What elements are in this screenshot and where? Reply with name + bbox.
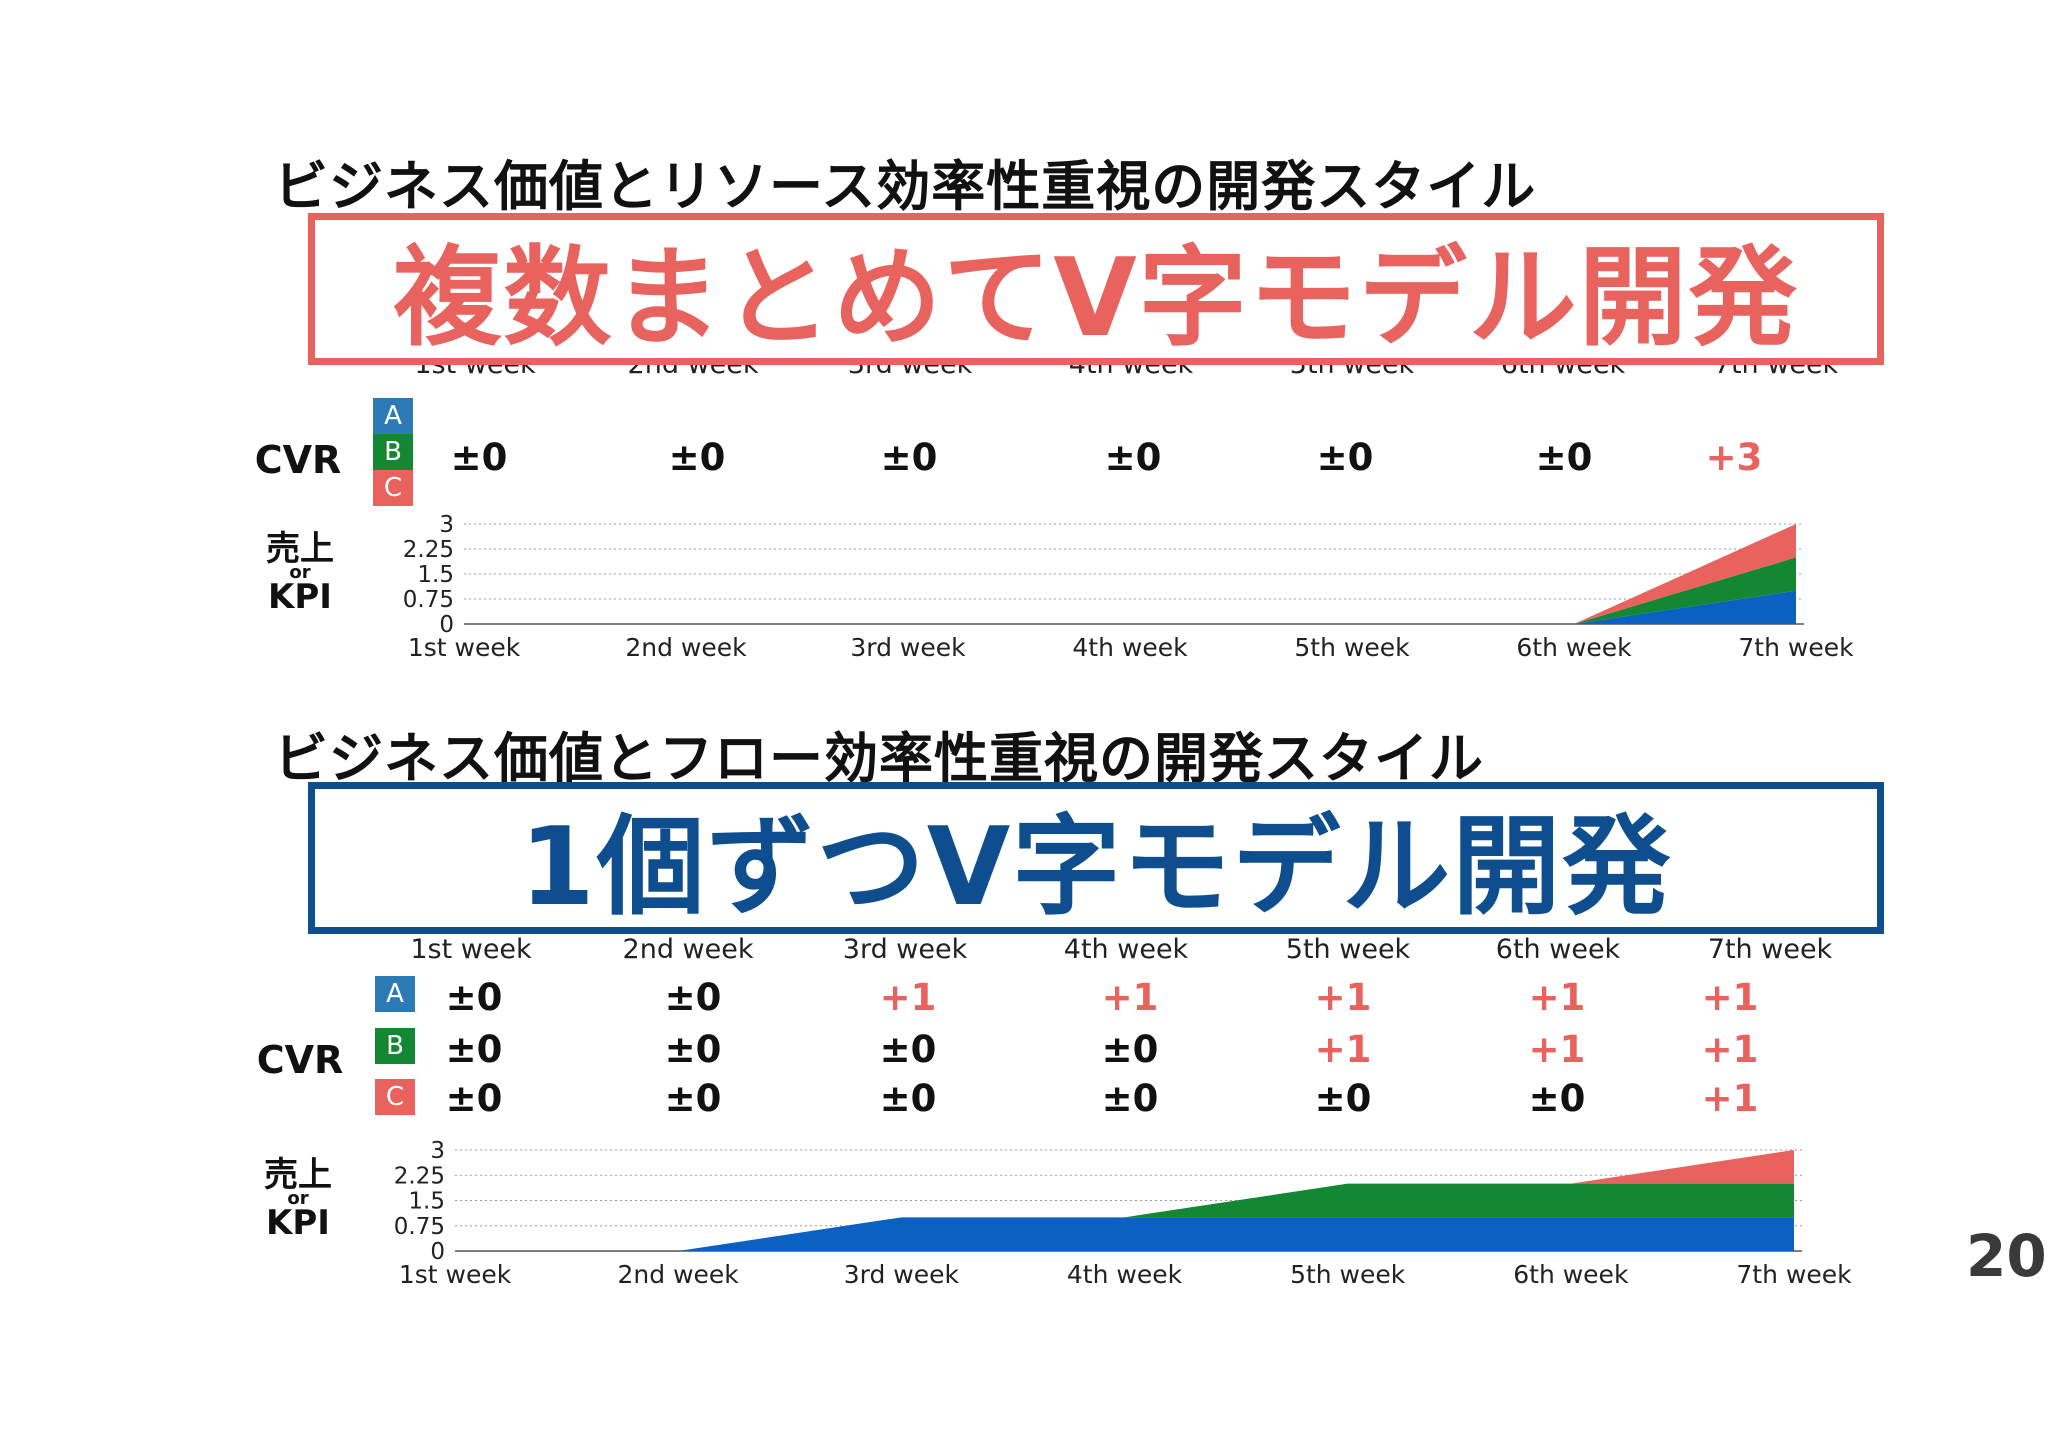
kpi-line1: 売上 <box>264 1155 332 1195</box>
x-tick-label: 4th week <box>1067 1260 1183 1289</box>
week-label: 2nd week <box>628 365 759 380</box>
y-tick-label: 0 <box>430 1239 445 1265</box>
week-label: 5th week <box>1290 365 1414 380</box>
section1-badge-c: C <box>373 470 413 506</box>
section1-cvr-value: ±0 <box>668 436 726 479</box>
section2-cvr-value: ±0 <box>879 1077 937 1120</box>
section2-cvr-label: CVR <box>256 1038 344 1082</box>
x-tick-label: 6th week <box>1516 633 1632 662</box>
week-label: 7th week <box>1714 365 1838 380</box>
x-tick-label: 2nd week <box>625 633 747 662</box>
section2-cvr-value: ±0 <box>664 1028 722 1071</box>
x-tick-label: 5th week <box>1294 633 1410 662</box>
section2-cvr-value: ±0 <box>879 1028 937 1071</box>
section2-badge-a: A <box>375 976 415 1012</box>
section2-kpi-label: 売上 or KPI <box>238 1158 358 1240</box>
week-label: 2nd week <box>622 934 754 965</box>
week-label: 7th week <box>1707 934 1833 965</box>
series-area-b <box>455 1183 1794 1251</box>
section2-cvr-value: ±0 <box>1101 1077 1159 1120</box>
section1-cvr-label: CVR <box>254 438 342 482</box>
y-tick-label: 1.5 <box>417 562 454 588</box>
section2-cvr-value: +1 <box>1528 1028 1586 1071</box>
y-tick-label: 1.5 <box>408 1189 445 1215</box>
section1-badge-a: A <box>373 398 413 434</box>
y-tick-label: 0.75 <box>403 587 454 613</box>
section1-banner: 複数まとめてV字モデル開発 <box>308 213 1884 365</box>
section2-cvr-value: ±0 <box>1314 1077 1372 1120</box>
x-tick-label: 7th week <box>1738 633 1854 662</box>
week-label: 1st week <box>414 365 535 380</box>
section1-cvr-value: ±0 <box>1104 436 1162 479</box>
section2-badge-c: C <box>375 1079 415 1115</box>
kpi-line2: or <box>289 562 311 583</box>
section1-cvr-value: ±0 <box>880 436 938 479</box>
section2-cvr-value: ±0 <box>664 1077 722 1120</box>
x-tick-label: 2nd week <box>618 1260 740 1289</box>
section2-cvr-value: +1 <box>1701 1077 1759 1120</box>
week-label: 1st week <box>410 934 532 965</box>
section2-cvr-value: ±0 <box>445 1077 503 1120</box>
week-label: 5th week <box>1285 934 1411 965</box>
week-label: 4th week <box>1069 365 1193 380</box>
x-tick-label: 6th week <box>1513 1260 1629 1289</box>
section2-title: ビジネス価値とフロー効率性重視の開発スタイル <box>274 727 1484 790</box>
x-tick-label: 5th week <box>1290 1260 1406 1289</box>
section1-cvr-value: +3 <box>1705 436 1763 479</box>
section2-banner-text: 1個ずつV字モデル開発 <box>519 805 1673 930</box>
section2-cvr-value: ±0 <box>445 976 503 1019</box>
y-tick-label: 0 <box>439 612 454 638</box>
x-tick-label: 1st week <box>408 633 521 662</box>
week-label: 6th week <box>1501 365 1625 380</box>
section1-cvr-value: ±0 <box>1316 436 1374 479</box>
week-label: 4th week <box>1063 934 1189 965</box>
y-tick-label: 3 <box>439 512 454 538</box>
section2-cvr-value: +1 <box>1701 1028 1759 1071</box>
series-area-a <box>464 590 1796 624</box>
kpi-line3: KPI <box>266 1203 330 1243</box>
section2-cvr-value: +1 <box>1314 976 1372 1019</box>
week-label: 3rd week <box>848 365 972 380</box>
week-label: 6th week <box>1495 934 1621 965</box>
section2-cvr-value: ±0 <box>1101 1028 1159 1071</box>
section1-title: ビジネス価値とリソース効率性重視の開発スタイル <box>274 155 1537 218</box>
section2-cvr-value: ±0 <box>1528 1077 1586 1120</box>
page-number: 20 <box>1966 1222 2047 1290</box>
section1-cvr-value: ±0 <box>450 436 508 479</box>
x-tick-label: 1st week <box>399 1260 512 1289</box>
section2-banner: 1個ずつV字モデル開発 <box>308 782 1884 934</box>
section2-cvr-value: ±0 <box>445 1028 503 1071</box>
x-tick-label: 4th week <box>1072 633 1188 662</box>
y-tick-label: 2.25 <box>394 1163 445 1189</box>
x-tick-label: 3rd week <box>850 633 966 662</box>
kpi-line3: KPI <box>268 577 332 617</box>
section2-cvr-value: +1 <box>1101 976 1159 1019</box>
section1-kpi-label: 売上 or KPI <box>240 532 360 614</box>
section1-week-header: 1st week 2nd week 3rd week 4th week 5th … <box>0 365 2048 385</box>
week-label: 3rd week <box>842 934 968 965</box>
series-area-a <box>455 1217 1794 1251</box>
section1-badge-b: B <box>373 434 413 470</box>
kpi-line1: 売上 <box>266 529 334 569</box>
section2-cvr-value: ±0 <box>664 976 722 1019</box>
x-tick-label: 7th week <box>1736 1260 1852 1289</box>
section2-cvr-value: +1 <box>1314 1028 1372 1071</box>
y-tick-label: 0.75 <box>394 1214 445 1240</box>
section2-badge-b: B <box>375 1028 415 1064</box>
section2-cvr-value: +1 <box>1701 976 1759 1019</box>
section1-cvr-value: ±0 <box>1535 436 1593 479</box>
section2-cvr-value: +1 <box>879 976 937 1019</box>
y-tick-label: 2.25 <box>403 537 454 563</box>
kpi-line2: or <box>287 1188 309 1209</box>
section1-banner-text: 複数まとめてV字モデル開発 <box>393 236 1799 361</box>
section2-cvr-value: +1 <box>1528 976 1586 1019</box>
y-tick-label: 3 <box>430 1138 445 1164</box>
x-tick-label: 3rd week <box>844 1260 960 1289</box>
